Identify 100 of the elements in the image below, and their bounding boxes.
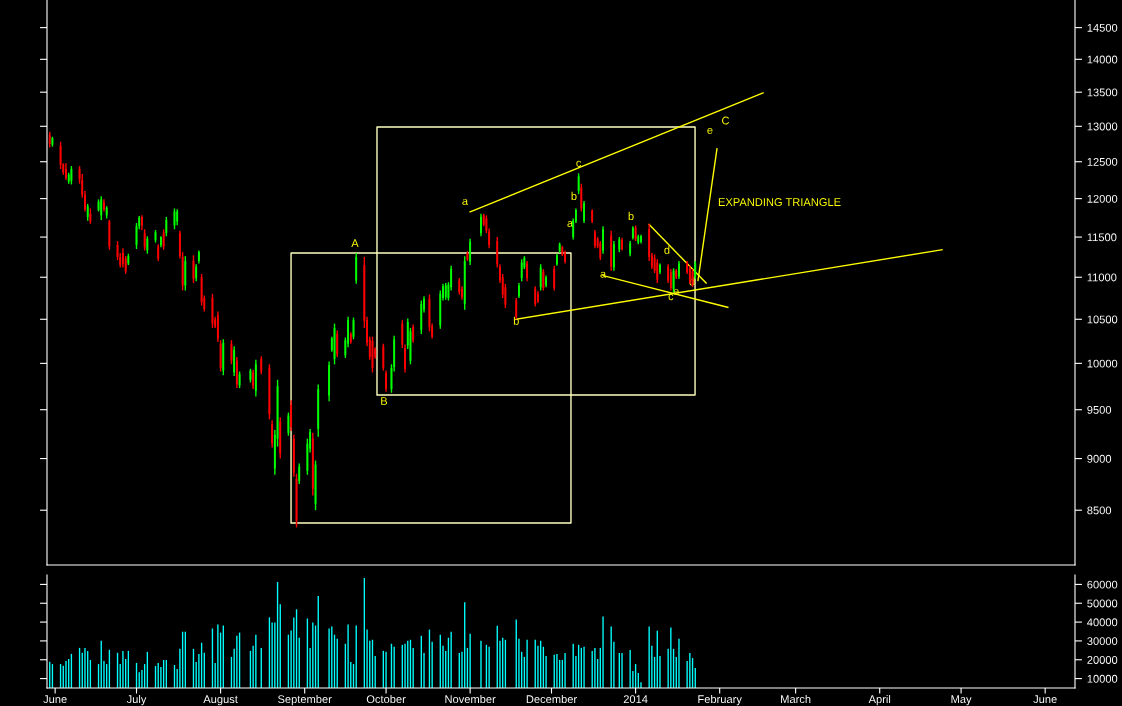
candlestick bbox=[287, 411, 290, 437]
x-tick-label: December bbox=[526, 694, 577, 704]
x-tick-label: April bbox=[868, 694, 891, 706]
y-tick-label: 30000 bbox=[1087, 637, 1118, 646]
x-tick-label: October bbox=[366, 694, 406, 704]
candlestick bbox=[537, 290, 539, 304]
y-tick-label: 13000 bbox=[1087, 122, 1118, 131]
candlestick bbox=[553, 265, 556, 292]
y-tick-label: 14000 bbox=[1087, 55, 1118, 64]
y-tick-label: 10000 bbox=[1087, 674, 1118, 683]
candlestick bbox=[612, 240, 615, 272]
candlestick bbox=[656, 258, 659, 284]
x-tick-label: July bbox=[126, 694, 147, 706]
x-tick-label: 2014 bbox=[623, 695, 648, 704]
candlestick bbox=[290, 399, 293, 432]
candlestick bbox=[127, 253, 130, 266]
candlestick bbox=[678, 260, 680, 280]
candlestick bbox=[233, 345, 236, 377]
candlestick bbox=[518, 282, 520, 299]
annotation: e bbox=[707, 127, 713, 135]
x-tick-label: May bbox=[951, 695, 972, 706]
candlestick bbox=[382, 343, 385, 372]
annotation: A bbox=[351, 239, 359, 247]
candlestick bbox=[583, 200, 585, 224]
candlestick bbox=[691, 268, 694, 288]
annotation: c bbox=[668, 294, 674, 301]
candlestick bbox=[260, 355, 263, 375]
candlestick bbox=[336, 329, 339, 358]
candlestick bbox=[412, 323, 415, 344]
candlestick bbox=[65, 162, 67, 181]
y-tick-label: 9000 bbox=[1087, 454, 1112, 463]
y-tick-label: 50000 bbox=[1087, 599, 1118, 608]
candlestick bbox=[659, 262, 661, 275]
candlestick bbox=[238, 370, 241, 389]
x-tick-label: August bbox=[203, 695, 238, 706]
y-tick-label: 10000 bbox=[1087, 359, 1118, 368]
candlestick bbox=[100, 195, 103, 221]
candlestick bbox=[51, 136, 54, 148]
annotation: b bbox=[628, 211, 634, 220]
candlestick bbox=[298, 462, 301, 485]
candlestick bbox=[669, 268, 672, 292]
candlestick bbox=[184, 255, 187, 292]
annotation: EXPANDING TRIANGLE bbox=[718, 198, 841, 206]
x-tick-label: September bbox=[278, 694, 332, 706]
candlestick bbox=[520, 258, 523, 283]
y-tick-label: 10500 bbox=[1087, 315, 1118, 324]
candlestick bbox=[466, 250, 469, 262]
candlestick bbox=[688, 265, 691, 285]
annotation: B bbox=[381, 397, 388, 405]
candlestick bbox=[469, 237, 472, 266]
candlestick bbox=[534, 285, 537, 308]
candlestick bbox=[230, 339, 233, 365]
candlestick bbox=[108, 219, 111, 251]
annotation: d bbox=[689, 277, 695, 286]
y-tick-label: 11000 bbox=[1087, 273, 1117, 282]
candlestick bbox=[271, 419, 274, 449]
x-tick-label: June bbox=[43, 695, 67, 704]
x-tick-label: November bbox=[445, 694, 496, 704]
candlestick bbox=[558, 241, 561, 254]
candlestick bbox=[599, 240, 602, 261]
candlestick bbox=[252, 369, 255, 390]
y-tick-label: 11500 bbox=[1087, 233, 1117, 242]
annotation: c bbox=[576, 160, 582, 167]
candlestick bbox=[539, 263, 542, 292]
y-tick-label: 14500 bbox=[1087, 23, 1118, 32]
candlestick bbox=[89, 207, 92, 225]
annotation: d bbox=[664, 245, 670, 254]
candlestick bbox=[105, 205, 108, 220]
candlestick bbox=[103, 198, 105, 213]
candlestick bbox=[602, 225, 604, 255]
y-tick-label: 8500 bbox=[1087, 506, 1112, 515]
y-tick-label: 12500 bbox=[1087, 158, 1118, 166]
candlestick bbox=[555, 253, 558, 267]
y-tick-label: 60000 bbox=[1087, 580, 1118, 589]
candlestick bbox=[480, 213, 482, 237]
y-tick-label: 20000 bbox=[1087, 656, 1118, 664]
x-tick-label: March bbox=[781, 694, 811, 704]
y-tick-label: 9500 bbox=[1087, 405, 1112, 414]
candlestick bbox=[580, 182, 583, 213]
candlestick bbox=[249, 368, 252, 384]
candlestick bbox=[146, 235, 149, 255]
candlestick bbox=[526, 260, 529, 283]
candlestick bbox=[564, 249, 567, 265]
candlestick bbox=[268, 363, 271, 420]
x-tick-label: February bbox=[698, 694, 742, 706]
x-tick-label: June bbox=[1033, 695, 1057, 704]
candlestick bbox=[385, 369, 387, 393]
candlestick bbox=[235, 356, 238, 389]
y-tick-label: 13500 bbox=[1087, 88, 1118, 97]
candlestick bbox=[165, 216, 168, 237]
annotation: b bbox=[571, 191, 577, 200]
candlestick bbox=[355, 252, 358, 285]
annotation: C bbox=[722, 116, 730, 125]
annotation: b bbox=[513, 316, 519, 325]
y-tick-label: 12000 bbox=[1087, 194, 1118, 203]
candlestick bbox=[593, 229, 596, 249]
candlestick bbox=[640, 234, 642, 245]
candlestick bbox=[577, 172, 580, 195]
candlestick bbox=[621, 237, 623, 252]
y-tick-label: 40000 bbox=[1087, 618, 1118, 627]
